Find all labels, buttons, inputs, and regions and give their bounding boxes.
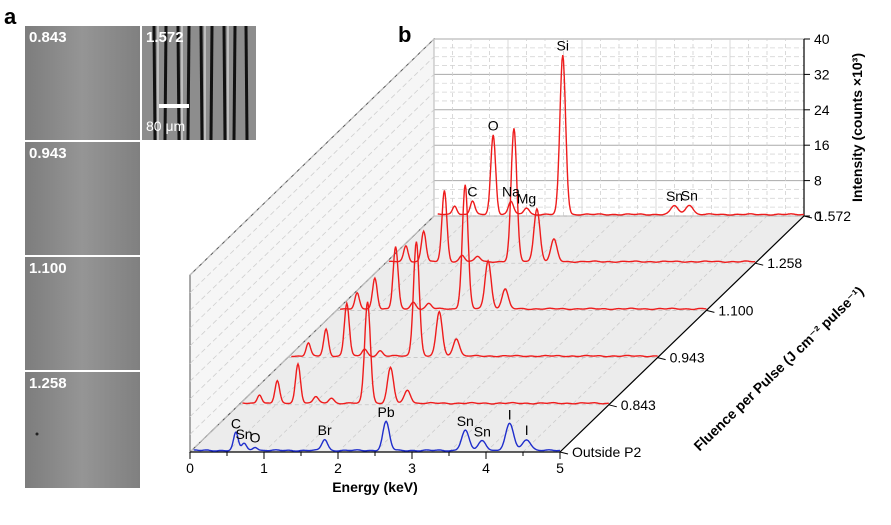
sem-image-1100: 1.100: [25, 257, 140, 370]
series-line-1-572: [437, 54, 805, 216]
peak-label: Si: [557, 38, 569, 54]
floor-gridline: [189, 215, 435, 453]
z-axis-line: [559, 215, 805, 453]
sem-label: 1.258: [29, 375, 67, 392]
series-line-0-943: [291, 241, 658, 358]
floor-gridline: [374, 215, 620, 453]
panel-b-letter: b: [398, 22, 412, 47]
sem-texture: [25, 26, 140, 140]
series-line-0-843: [242, 301, 609, 405]
x-tick-label: 2: [334, 460, 342, 476]
y-tick-label: 0: [814, 208, 822, 224]
z-tick-label: 1.258: [767, 255, 802, 271]
z-tick: [559, 451, 569, 455]
floor-gridline: [263, 215, 509, 453]
z-axis-label: Fluence per Pulse (J cm⁻² pulse⁻¹): [690, 283, 866, 454]
sem-stripes: [142, 26, 256, 140]
sem-image-0943: 0.943: [25, 142, 140, 255]
peak-label: Sn: [235, 426, 252, 442]
y-tick-label: 32: [814, 66, 830, 82]
z-tick-label: 0.943: [670, 350, 705, 366]
z-tick: [706, 309, 715, 313]
left-gridline: [189, 180, 435, 417]
floor-gridline: [522, 215, 768, 453]
x-tick-label: 5: [556, 460, 564, 476]
left-gridline: [189, 91, 435, 329]
peak-label: Sn: [457, 413, 474, 429]
z-tick: [755, 262, 764, 266]
z-tick-label: 1.100: [718, 302, 753, 318]
x-tick-label: 1: [260, 460, 268, 476]
series-line-outside-p2: [193, 420, 561, 452]
sem-label: 0.843: [29, 29, 67, 46]
z-tick: [657, 357, 666, 361]
sem-label: 1.100: [29, 260, 67, 277]
sem-label: 1.572: [146, 29, 184, 46]
floor-gridline: [485, 215, 731, 453]
floor-gridline: [337, 215, 583, 453]
sem-image-1572: 1.572 80 μm: [142, 26, 256, 140]
left-gridline: [189, 198, 435, 435]
left-gridline: [189, 144, 435, 382]
peak-label: Sn: [666, 188, 683, 204]
left-gridline: [189, 127, 435, 364]
peak-label: Sn: [681, 187, 698, 203]
y-tick-label: 8: [814, 173, 822, 189]
x-axis-label: Energy (keV): [332, 479, 418, 495]
x-tick-label: 3: [408, 460, 416, 476]
series-line-1-100: [340, 184, 707, 311]
peak-label: C: [467, 184, 477, 200]
y-tick-label: 24: [814, 102, 830, 118]
x-tick-label: 4: [482, 460, 490, 476]
z-tick: [608, 404, 617, 408]
z-tick-label: Outside P2: [572, 444, 641, 460]
y-tick-label: 40: [814, 31, 830, 47]
y-tick-label: 16: [814, 137, 830, 153]
left-gridline: [189, 109, 435, 347]
peak-label: I: [525, 422, 529, 438]
peak-label: Br: [318, 422, 332, 438]
peak-label: O: [488, 117, 499, 133]
left-gridline: [189, 162, 435, 400]
z-tick-label: 0.843: [621, 397, 656, 413]
scale-bar-label: 80 μm: [146, 118, 186, 134]
left-gridline: [189, 74, 435, 311]
floor-gridline: [300, 215, 546, 453]
peak-label: O: [250, 429, 261, 445]
sem-image-1258: 1.258: [25, 372, 140, 488]
peak-label: Mg: [517, 190, 536, 206]
x-tick-label: 0: [186, 460, 194, 476]
peak-label: I: [508, 406, 512, 422]
sem-image-0843: 0.843: [25, 26, 140, 140]
peak-label: C: [231, 415, 241, 431]
floor-gridline: [411, 215, 657, 453]
scale-bar: [159, 104, 189, 108]
left-gridline: [189, 56, 435, 293]
left-gridline: [189, 38, 435, 276]
z-tick-label: 1.572: [816, 208, 851, 224]
peak-label: Na: [502, 184, 520, 200]
z-tick: [803, 215, 813, 219]
y-axis-label: Intensity (counts ×10³): [849, 53, 865, 202]
series-line-1-258: [388, 128, 756, 264]
panel-a-letter: a: [4, 4, 17, 29]
peak-label: Sn: [474, 423, 491, 439]
sem-label: 0.943: [29, 145, 67, 162]
floor-gridline: [226, 215, 472, 453]
floor-gridline: [448, 215, 694, 453]
peak-label: Pb: [378, 404, 395, 420]
